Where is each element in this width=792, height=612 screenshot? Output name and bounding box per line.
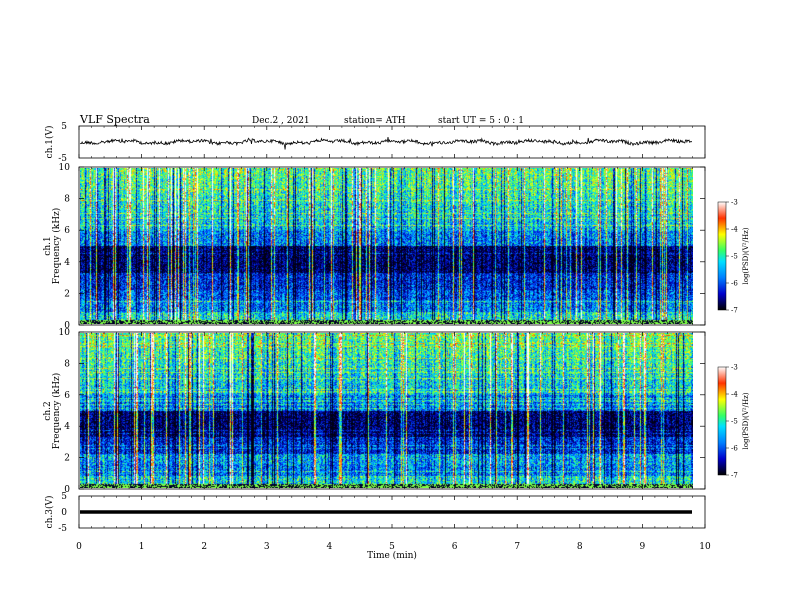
y-tick-label-6: 6 bbox=[64, 391, 70, 401]
y-tick-label-8: 8 bbox=[64, 195, 70, 205]
x-tick-label-9: 9 bbox=[640, 542, 646, 552]
ch2-colorbar-ramp bbox=[717, 366, 727, 476]
colorbar-tick-label: -7 bbox=[731, 472, 738, 480]
ch2-spectrogram-ylabel-1: ch.2 bbox=[43, 401, 53, 420]
colorbar-tick-label: -3 bbox=[731, 364, 738, 372]
time-axis-ticks: 0 1 2 3 4 5 6 7 8 9 10 bbox=[76, 126, 711, 552]
ch2-colorbar-ticks: -3 -4 -5 -6 -7 bbox=[726, 364, 738, 480]
x-tick-label-2: 2 bbox=[201, 542, 207, 552]
ch1-waveform-panel: 5 -5 ch.1(V) bbox=[44, 122, 706, 164]
colorbar-tick-label: -4 bbox=[731, 391, 738, 399]
ch3-ytick-neg5: -5 bbox=[58, 524, 67, 534]
y-tick-label-4: 4 bbox=[64, 422, 70, 432]
y-tick-label-10: 10 bbox=[59, 328, 71, 338]
ch2-spectrogram-ylabel-2: Frequency (kHz) bbox=[51, 373, 62, 450]
ch1-waveform-frame bbox=[78, 125, 706, 159]
x-tick-label-7: 7 bbox=[514, 542, 520, 552]
ch1-ytick-neg5: -5 bbox=[58, 154, 67, 164]
x-tick-label-6: 6 bbox=[452, 542, 458, 552]
date-label: Dec.2 , 2021 bbox=[252, 116, 310, 126]
station-label: station= ATH bbox=[344, 116, 406, 126]
ch1-waveform-ylabel: ch.1(V) bbox=[44, 126, 55, 159]
ch3-waveform-panel: 5 0 -5 ch.3(V) bbox=[44, 492, 706, 534]
colorbar-tick-label: -5 bbox=[731, 253, 738, 261]
ch1-waveform-trace bbox=[79, 136, 693, 150]
colorbar-tick-label: -3 bbox=[731, 199, 738, 207]
x-tick-label-10: 10 bbox=[699, 542, 711, 552]
figure-title: VLF Spectra bbox=[79, 113, 150, 126]
y-tick-label-8: 8 bbox=[64, 359, 70, 369]
y-tick-label-0: 0 bbox=[64, 321, 70, 331]
x-tick-label-4: 4 bbox=[327, 542, 333, 552]
colorbar-tick-label: -6 bbox=[731, 280, 738, 288]
y-tick-label-4: 4 bbox=[64, 258, 70, 268]
time-axis-label: Time (min) bbox=[367, 550, 417, 561]
ch1-colorbar-ticks: -3 -4 -5 -6 -7 bbox=[726, 199, 738, 315]
ch1-spectrogram-image bbox=[80, 168, 693, 324]
x-tick-label-0: 0 bbox=[76, 542, 82, 552]
colorbar-tick-label: -6 bbox=[731, 445, 738, 453]
colorbar-tick-label: -5 bbox=[731, 418, 738, 426]
ch1-colorbar-label: log(PSD)(V²/Hz) bbox=[742, 227, 750, 284]
colorbar-tick-label: -7 bbox=[731, 307, 738, 315]
ch1-spectrogram-ylabel-2: Frequency (kHz) bbox=[51, 208, 62, 285]
ch1-ytick-5: 5 bbox=[61, 122, 67, 132]
y-tick-label-0: 0 bbox=[64, 485, 70, 495]
x-tick-label-3: 3 bbox=[264, 542, 270, 552]
ch2-colorbar-label: log(PSD)(V²/Hz) bbox=[742, 392, 750, 449]
y-tick-label-2: 2 bbox=[64, 454, 70, 464]
y-tick-label-10: 10 bbox=[59, 163, 71, 173]
ch1-spectrogram-ylabel-1: ch.1 bbox=[43, 236, 53, 255]
ch2-spectrogram-panel: 0 2 4 6 8 10 ch.2 Frequency (kHz) bbox=[43, 328, 706, 495]
ch3-ytick-5: 5 bbox=[61, 492, 67, 502]
ch1-spectrogram-panel: 0 2 4 6 8 10 ch.1 Frequency (kHz) bbox=[43, 163, 706, 331]
x-tick-label-8: 8 bbox=[577, 542, 583, 552]
ch1-colorbar-ramp bbox=[717, 201, 727, 311]
ch1-spectrogram-yticks: 0 2 4 6 8 10 bbox=[59, 163, 705, 331]
y-tick-label-6: 6 bbox=[64, 226, 70, 236]
x-tick-label-5: 5 bbox=[389, 542, 395, 552]
ch1-colorbar: -3 -4 -5 -6 -7 log(PSD)(V²/Hz) bbox=[717, 199, 750, 315]
y-tick-label-2: 2 bbox=[64, 289, 70, 299]
ch3-waveform-ylabel: ch.3(V) bbox=[44, 496, 55, 529]
colorbar-tick-label: -4 bbox=[731, 226, 738, 234]
ch2-spectrogram-yticks: 0 2 4 6 8 10 bbox=[59, 328, 705, 495]
ch2-spectrogram-image bbox=[80, 333, 693, 488]
ch2-colorbar: -3 -4 -5 -6 -7 log(PSD)(V²/Hz) bbox=[717, 364, 750, 480]
x-tick-label-1: 1 bbox=[139, 542, 145, 552]
start-time-label: start UT = 5 : 0 : 1 bbox=[438, 116, 524, 126]
ch3-ytick-0: 0 bbox=[61, 508, 67, 518]
